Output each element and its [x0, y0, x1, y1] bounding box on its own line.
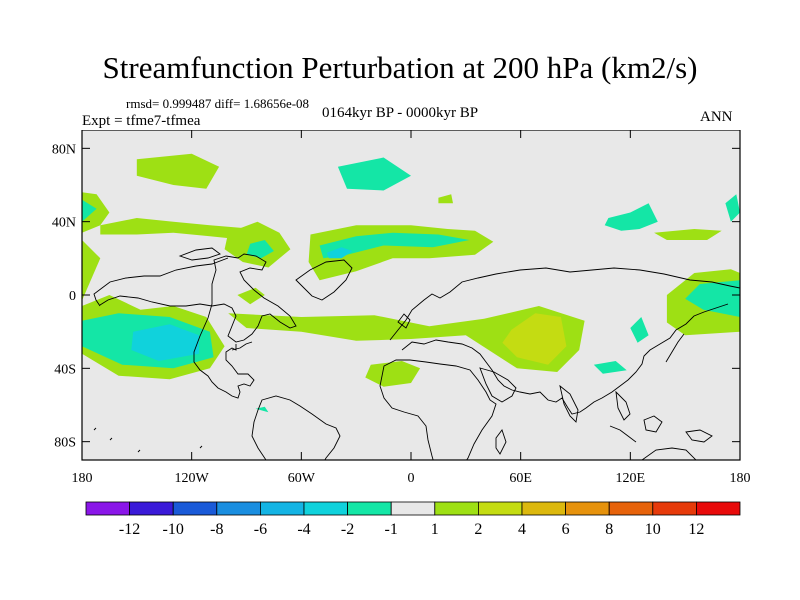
- colorbar-label: -1: [385, 521, 398, 538]
- contour-region-13: [326, 247, 353, 259]
- colorbar-label: -2: [341, 521, 354, 538]
- lon-tick-label: 0: [408, 471, 415, 486]
- colorbar-label: 2: [474, 521, 482, 538]
- coast-madagascar: [495, 429, 507, 455]
- coast-gulf: [231, 341, 253, 351]
- lon-tick-label: 60W: [288, 471, 316, 486]
- colorbar-swatch: [390, 501, 436, 516]
- contour-region-20: [685, 280, 740, 317]
- contour-region-24: [365, 361, 421, 387]
- contour-region-23: [502, 313, 567, 365]
- map-panel: 80N 40N 0 40S 80S 180 120W 60W 0 60E 120E 180: [52, 130, 751, 486]
- lat-tick-label: 80S: [54, 436, 76, 451]
- coast-sumatra: [609, 425, 637, 443]
- colorbar-swatch: [477, 501, 523, 516]
- experiment-label: Expt = tfme7-tfmea: [82, 113, 201, 129]
- contour-region-5: [131, 324, 199, 361]
- coast-north-america: [99, 253, 297, 399]
- colorbar-swatch: [347, 501, 392, 516]
- coast-india: [559, 384, 579, 423]
- coast-japan: [665, 333, 685, 363]
- colorbar-swatch: [172, 501, 218, 516]
- coast-uk: [397, 313, 411, 329]
- contour-region-9: [246, 240, 274, 259]
- lon-tick-label: 60E: [509, 471, 532, 486]
- colorbar-swatch: [129, 501, 174, 516]
- colorbar-label: -12: [119, 521, 140, 538]
- contour-region-17: [654, 229, 722, 240]
- contour-region-15: [438, 194, 453, 204]
- colorbar-swatch: [652, 501, 697, 516]
- contour-region-22: [228, 306, 585, 372]
- colorbar-swatch: [608, 501, 654, 516]
- coast-africa: [379, 359, 497, 460]
- lat-tick-label: 80N: [52, 142, 76, 157]
- contour-region-21: [630, 317, 649, 343]
- contour-region-10: [237, 287, 265, 305]
- coast-australia: [641, 447, 697, 460]
- coast-pacific-islands: [93, 427, 203, 460]
- colorbar-swatch: [216, 501, 261, 516]
- coast-arctic-islands: [178, 247, 221, 261]
- coastlines: [93, 247, 740, 460]
- colorbar-swatch: [85, 501, 130, 516]
- colorbar-label: 1: [431, 521, 439, 538]
- coast-arabia: [479, 367, 517, 403]
- colorbar-label: 10: [645, 521, 661, 538]
- colorbar: -12 -10 -8 -6 -4 -2 -1 1 2 4 6 8 10 12: [85, 501, 741, 538]
- contour-region-25: [593, 361, 627, 374]
- lon-tick-label: 120E: [616, 471, 646, 486]
- contour-region-1: [82, 192, 110, 233]
- coast-new-guinea: [685, 429, 713, 443]
- coast-indochina: [615, 390, 631, 421]
- colorbar-label: -8: [210, 521, 223, 538]
- contour-region-0: [82, 240, 101, 301]
- contour-region-18: [725, 194, 740, 222]
- colorbar-label: 6: [562, 521, 570, 538]
- coast-greenland: [295, 259, 353, 301]
- coast-med: [401, 303, 729, 415]
- colorbar-swatch: [259, 501, 305, 516]
- coast-south-america: [251, 395, 341, 460]
- lat-tick-label: 40N: [52, 216, 76, 231]
- stats-label: rmsd= 0.999487 diff= 1.68656e-08: [126, 96, 310, 111]
- colorbar-swatch: [434, 501, 479, 516]
- colorbar-label: -6: [254, 521, 267, 538]
- period-label: 0164kyr BP - 0000kyr BP: [322, 105, 479, 121]
- lon-tick-label: 120W: [175, 471, 210, 486]
- axis-ticks: 80N 40N 0 40S 80S 180 120W 60W 0 60E 120E 180: [52, 130, 751, 486]
- colorbar-swatch: [565, 501, 610, 516]
- contour-region-2: [82, 199, 97, 222]
- lat-tick-label: 0: [69, 289, 76, 304]
- contour-region-6: [100, 218, 256, 240]
- colorbar-swatch: [303, 501, 348, 516]
- lat-tick-label: 40S: [54, 362, 76, 377]
- coast-arctic-america: [93, 257, 229, 307]
- colorbar-swatch: [521, 501, 566, 516]
- contour-region-16: [604, 203, 658, 231]
- lon-tick-label: 180: [72, 471, 93, 486]
- colorbar-label: 8: [605, 521, 613, 538]
- colorbar-label: -4: [297, 521, 310, 538]
- colorbar-label: 12: [688, 521, 704, 538]
- contour-region-12: [319, 232, 470, 259]
- contour-region-14: [337, 157, 411, 191]
- coast-eurasia: [389, 267, 740, 341]
- contour-fill-layer: [82, 153, 740, 413]
- colorbar-label: 4: [518, 521, 526, 538]
- contour-region-7: [136, 153, 220, 189]
- lon-tick-label: 180: [730, 471, 751, 486]
- coast-borneo: [643, 415, 663, 433]
- colorbar-swatch: [696, 501, 741, 516]
- chart-title: Streamfunction Perturbation at 200 hPa (…: [102, 50, 698, 85]
- colorbar-label: -10: [163, 521, 184, 538]
- season-label: ANN: [700, 109, 733, 125]
